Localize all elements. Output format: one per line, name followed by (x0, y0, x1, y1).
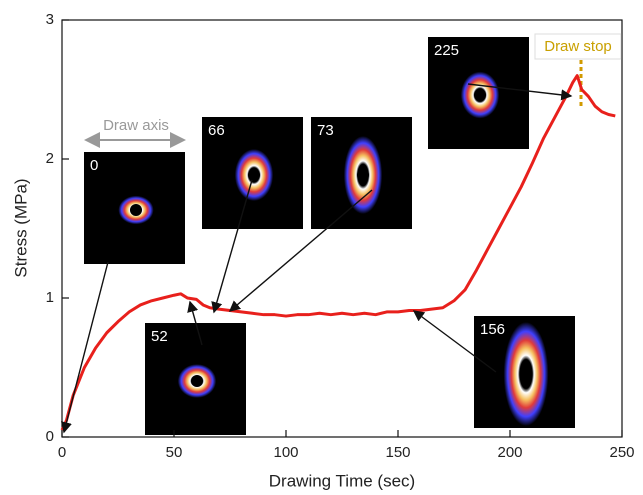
draw-axis-label: Draw axis (103, 117, 169, 134)
arrow (64, 262, 108, 432)
beam-stop (520, 368, 532, 380)
beam-stop (474, 89, 486, 101)
y-tick-label: 1 (46, 289, 54, 306)
beam-stop (191, 375, 203, 387)
inset-label: 73 (317, 122, 334, 139)
y-tick-label: 3 (46, 11, 54, 28)
inset-label: 0 (90, 157, 98, 174)
inset-label: 225 (434, 42, 459, 59)
x-tick-label: 150 (385, 444, 410, 461)
y-axis-label: Stress (MPa) (11, 178, 30, 277)
x-tick-label: 200 (497, 444, 522, 461)
inset-label: 156 (480, 321, 505, 338)
beam-stop (248, 169, 260, 181)
inset-label: 52 (151, 328, 168, 345)
inset-label: 66 (208, 122, 225, 139)
x-tick-label: 250 (609, 444, 634, 461)
y-tick-label: 0 (46, 428, 54, 445)
x-tick-label: 50 (166, 444, 183, 461)
x-axis-label: Drawing Time (sec) (269, 471, 415, 490)
chart: Drawing Time (sec) Stress (MPa) 0 52 66 73 1… (0, 0, 643, 495)
x-tick-label: 100 (273, 444, 298, 461)
x-tick-label: 0 (58, 444, 66, 461)
draw-stop-label: Draw stop (544, 38, 612, 55)
y-tick-label: 2 (46, 150, 54, 167)
insets: 0 52 66 73 156 225 (84, 37, 575, 435)
beam-stop (130, 204, 142, 216)
beam-stop (357, 169, 369, 181)
